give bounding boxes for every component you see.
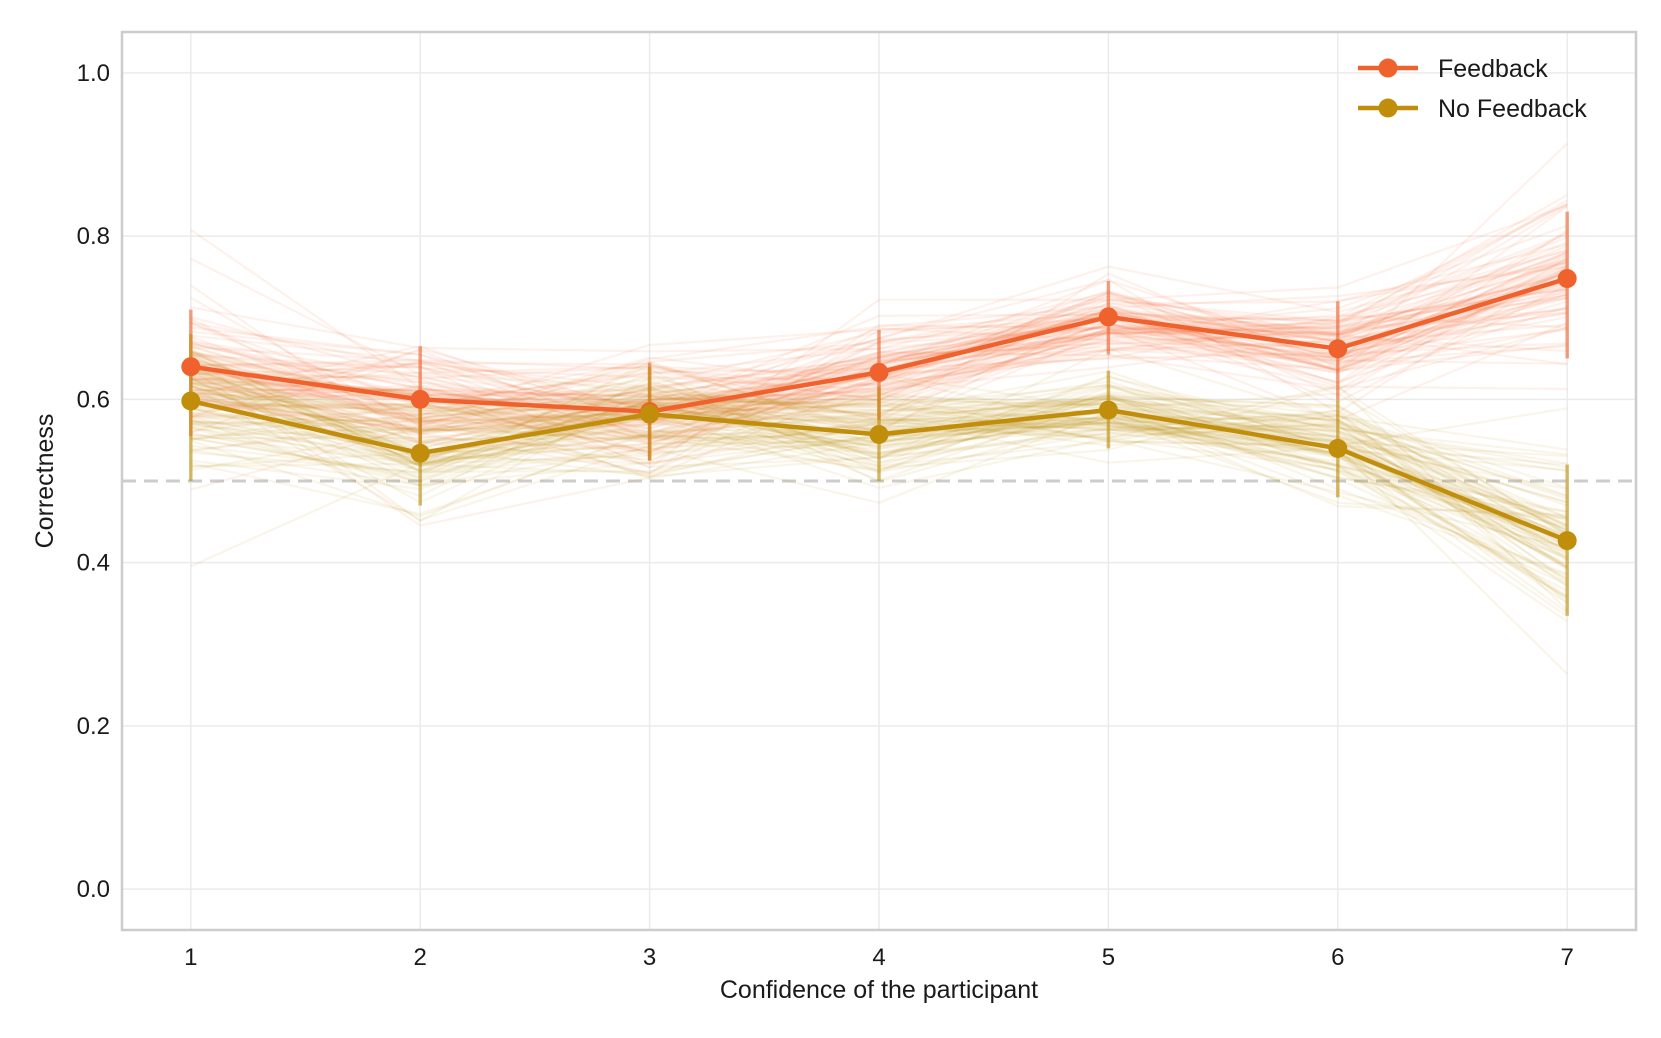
x-tick-label: 1: [184, 944, 197, 971]
y-tick-label: 0.0: [77, 876, 110, 903]
data-point: [869, 424, 889, 444]
x-tick-label: 5: [1102, 944, 1115, 971]
x-tick-label: 7: [1561, 944, 1574, 971]
data-point: [1098, 307, 1118, 327]
data-point: [1328, 438, 1348, 458]
legend-label: Feedback: [1438, 55, 1548, 83]
y-tick-label: 0.8: [77, 223, 110, 250]
y-axis-label: Correctness: [31, 414, 59, 549]
x-axis-label: Confidence of the participant: [720, 976, 1038, 1004]
data-point: [181, 391, 201, 411]
data-point: [410, 443, 430, 463]
data-point: [410, 389, 430, 409]
legend-label: No Feedback: [1438, 95, 1587, 123]
y-tick-label: 0.4: [77, 550, 110, 577]
x-axis: 1 2 3 4 5 6 7: [184, 944, 1574, 971]
y-tick-label: 1.0: [77, 60, 110, 87]
data-point: [869, 362, 889, 382]
data-point: [1328, 339, 1348, 359]
data-point: [1557, 269, 1577, 289]
legend: Feedback No Feedback: [1358, 55, 1587, 123]
x-tick-label: 4: [872, 944, 885, 971]
data-points: [181, 269, 1577, 551]
x-tick-label: 2: [414, 944, 427, 971]
y-tick-label: 0.6: [77, 386, 110, 413]
data-point: [181, 357, 201, 377]
x-tick-label: 6: [1331, 944, 1344, 971]
legend-marker: [1378, 98, 1398, 118]
legend-marker: [1378, 58, 1398, 78]
data-point: [640, 404, 660, 424]
data-point: [1557, 531, 1577, 551]
y-tick-label: 0.2: [77, 713, 110, 740]
x-tick-label: 3: [643, 944, 656, 971]
plot-frame: [120, 30, 1638, 932]
y-axis: 0.0 0.2 0.4 0.6 0.8 1.0: [77, 60, 110, 903]
data-point: [1098, 400, 1118, 420]
